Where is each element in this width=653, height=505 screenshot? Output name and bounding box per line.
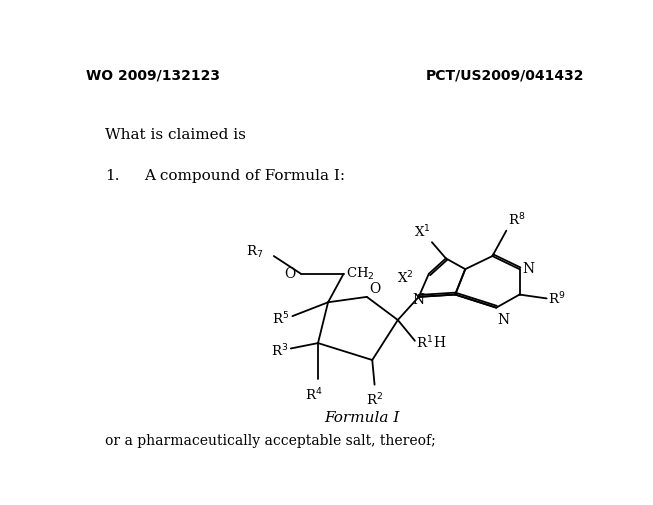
Text: R$^2$: R$^2$ [366,391,383,408]
Text: N: N [413,292,425,307]
Text: R$^1$: R$^1$ [417,334,434,351]
Text: R$^8$: R$^8$ [508,212,525,228]
Text: WO 2009/132123: WO 2009/132123 [86,68,219,82]
Text: N: N [522,262,535,276]
Text: O: O [284,267,296,280]
Text: N: N [498,313,510,327]
Text: R$^3$: R$^3$ [270,342,288,359]
Text: O: O [369,281,381,295]
Text: What is claimed is: What is claimed is [105,128,246,142]
Text: H: H [434,336,445,349]
Text: Formula I: Formula I [325,410,400,424]
Text: R$^4$: R$^4$ [305,386,322,402]
Text: A compound of Formula I:: A compound of Formula I: [144,168,345,182]
Text: R$_7$: R$_7$ [246,244,263,260]
Text: or a pharmaceutically acceptable salt, thereof;: or a pharmaceutically acceptable salt, t… [105,433,436,447]
Text: X$^2$: X$^2$ [397,269,413,286]
Text: R$^5$: R$^5$ [272,310,289,326]
Text: R$^9$: R$^9$ [548,290,565,307]
Text: X$^1$: X$^1$ [414,223,430,240]
Text: CH$_2$: CH$_2$ [346,266,375,281]
Text: PCT/US2009/041432: PCT/US2009/041432 [425,68,584,82]
Text: 1.: 1. [105,168,119,182]
